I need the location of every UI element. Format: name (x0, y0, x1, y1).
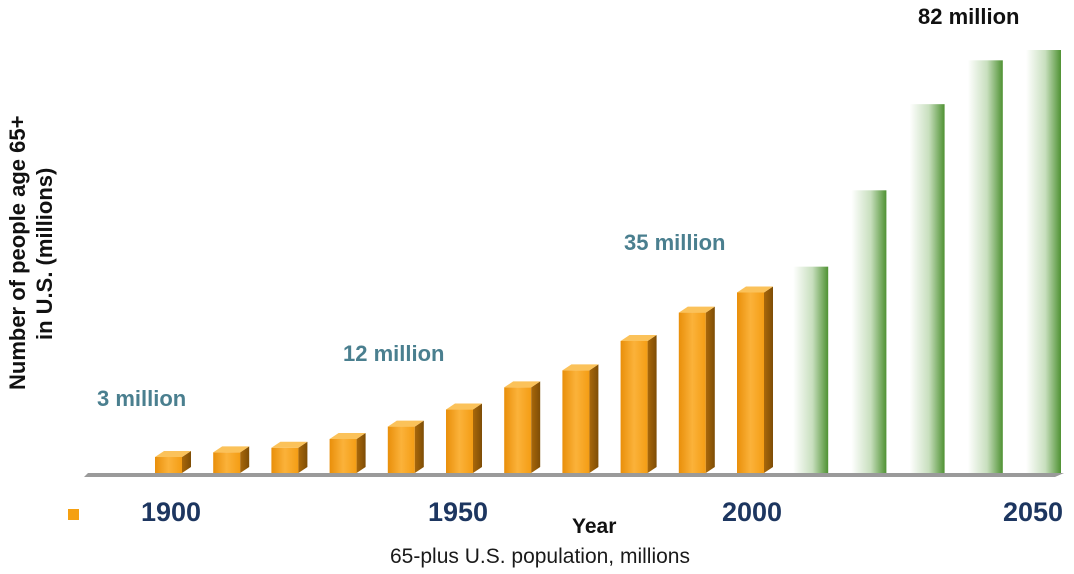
bar-face-1990 (678, 312, 706, 473)
bar-face-2040 (967, 60, 1003, 473)
bar-face-1930 (329, 438, 357, 473)
bar-1990 (678, 306, 715, 473)
bar-2020 (851, 190, 887, 473)
bar-2010 (793, 266, 829, 473)
bar-side-1900 (182, 451, 191, 473)
annotation-35-million: 35 million (624, 230, 725, 255)
y-axis-label-line1: Number of people age 65+ (5, 116, 30, 390)
bar-face-1980 (620, 340, 648, 473)
x-tick-2050: 2050 (1003, 497, 1063, 527)
bar-1970 (562, 364, 599, 473)
bar-top-1990 (678, 306, 715, 313)
legend-swatch (68, 509, 79, 520)
floor-slab (84, 473, 1064, 477)
x-axis-label: Year (572, 515, 616, 538)
bar-side-1940 (414, 420, 424, 473)
bar-face-1950 (446, 409, 473, 473)
bar-top-1920 (271, 441, 308, 448)
bar-1960 (504, 381, 541, 473)
bar-1930 (329, 432, 366, 473)
bar-1900 (155, 451, 191, 473)
bar-side-1990 (705, 306, 715, 473)
bar-2050 (1026, 50, 1061, 473)
bar-top-2000 (737, 286, 773, 293)
bar-1920 (271, 441, 308, 473)
annotation-82-million: 82 million (918, 4, 1019, 29)
bar-side-1980 (647, 334, 657, 473)
bar-side-1910 (240, 446, 250, 473)
bar-2000 (737, 286, 773, 473)
bar-1950 (446, 403, 482, 473)
bar-top-1930 (329, 432, 366, 439)
x-tick-1900: 1900 (141, 497, 201, 527)
bar-face-1920 (271, 447, 299, 473)
bar-side-1970 (589, 364, 599, 473)
annotation-12-million: 12 million (343, 341, 444, 366)
chart-floor (84, 473, 1064, 477)
bar-face-1970 (562, 370, 590, 473)
y-axis-label-line2: in U.S. (millions) (32, 168, 57, 340)
bar-side-1930 (356, 432, 366, 473)
bar-top-1980 (620, 334, 657, 341)
bar-face-1900 (155, 457, 182, 473)
bar-face-2020 (851, 190, 887, 473)
bar-face-1910 (213, 452, 241, 473)
bar-1940 (387, 420, 424, 473)
legend-label: 65-plus U.S. population, millions (390, 545, 690, 568)
bar-2040 (967, 60, 1003, 473)
bar-top-1950 (446, 403, 482, 410)
bar-side-2000 (764, 286, 773, 473)
bar-top-1900 (155, 451, 191, 458)
x-tick-2000: 2000 (722, 497, 782, 527)
bar-face-2010 (793, 266, 829, 473)
bar-side-1920 (298, 441, 308, 473)
bar-face-2000 (737, 292, 764, 473)
x-tick-1950: 1950 (428, 497, 488, 527)
bar-top-1960 (504, 381, 541, 388)
bar-top-1940 (387, 420, 424, 427)
bar-2030 (909, 104, 945, 473)
bar-1910 (213, 446, 250, 473)
bar-face-2030 (909, 104, 945, 473)
bar-face-1960 (504, 387, 532, 473)
bar-side-1950 (473, 403, 482, 473)
bar-1980 (620, 334, 657, 473)
bar-face-1940 (387, 426, 415, 473)
bar-side-1960 (531, 381, 541, 473)
annotation-3-million: 3 million (97, 386, 186, 411)
bars-group (155, 50, 1061, 473)
bar-face-2050 (1026, 50, 1061, 473)
bar-top-1970 (562, 364, 599, 371)
bar-top-1910 (213, 446, 250, 453)
